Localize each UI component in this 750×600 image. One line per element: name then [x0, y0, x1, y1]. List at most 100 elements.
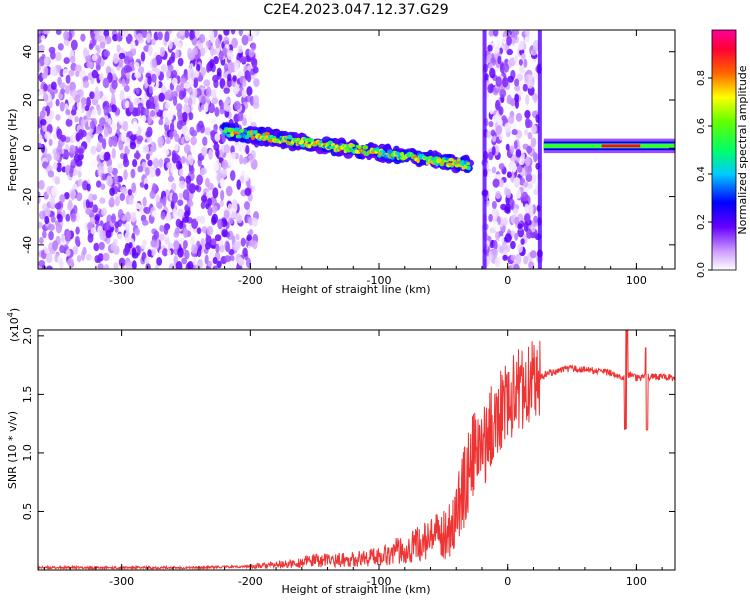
- noise-blob: [48, 230, 54, 241]
- noise-blob: [518, 59, 523, 66]
- noise-blob: [59, 245, 65, 254]
- noise-blob: [204, 127, 211, 135]
- noise-blob: [53, 161, 58, 170]
- noise-blob: [167, 111, 174, 121]
- noise-blob: [178, 168, 184, 177]
- noise-blob: [236, 179, 241, 190]
- noise-blob: [524, 203, 529, 213]
- noise-blob: [144, 183, 149, 190]
- noise-blob: [113, 262, 119, 269]
- x-tick-label: 0: [504, 575, 511, 588]
- noise-blob: [176, 41, 182, 49]
- noise-blob: [117, 209, 124, 220]
- noise-blob: [177, 208, 184, 218]
- noise-blob: [111, 135, 118, 144]
- noise-blob: [218, 244, 225, 253]
- y-tick-label: -20: [21, 188, 34, 206]
- noise-blob: [155, 101, 160, 113]
- noise-blob: [488, 30, 495, 37]
- noise-blob: [39, 118, 47, 126]
- noise-blob: [492, 178, 500, 188]
- noise-blob: [134, 71, 142, 79]
- noise-blob: [207, 182, 214, 191]
- noise-blob: [166, 68, 171, 79]
- x-tick-label: -100: [367, 575, 392, 588]
- noise-blob: [203, 79, 211, 87]
- noise-blob: [518, 40, 524, 51]
- noise-blob: [70, 109, 77, 116]
- noise-blob: [510, 162, 517, 173]
- noise-blob: [192, 256, 197, 266]
- noise-blob: [209, 250, 214, 260]
- noise-blob: [228, 248, 235, 256]
- noise-blob: [515, 149, 522, 158]
- noise-blob: [141, 219, 149, 226]
- noise-blob: [143, 206, 148, 214]
- noise-blob: [223, 209, 230, 219]
- noise-blob: [491, 200, 497, 210]
- noise-blob: [219, 177, 225, 188]
- noise-blob: [523, 255, 528, 265]
- noise-blob: [38, 179, 45, 190]
- noise-blob: [151, 38, 156, 46]
- noise-blob: [492, 36, 498, 47]
- noise-blob: [206, 225, 214, 236]
- noise-blob: [125, 33, 133, 44]
- noise-blob: [111, 79, 118, 90]
- svg-text:(x104): (x104): [6, 308, 21, 342]
- noise-blob: [508, 115, 515, 124]
- noise-blob: [212, 74, 219, 83]
- trace-core: [435, 162, 439, 167]
- snr-axes: -300 -200 -100 0 100 0.5 1.0 1.5 2.0: [21, 327, 675, 588]
- noise-blob: [78, 128, 84, 140]
- noise-blob: [221, 159, 228, 170]
- noise-blob: [86, 61, 93, 69]
- noise-blob: [85, 96, 91, 108]
- noise-blob: [147, 45, 153, 56]
- noise-blob: [519, 65, 526, 74]
- noise-blob: [171, 69, 178, 79]
- noise-blob: [124, 222, 130, 233]
- noise-blob: [90, 227, 97, 235]
- noise-blob: [525, 173, 533, 183]
- noise-blob: [57, 43, 64, 51]
- noise-blob: [60, 134, 67, 142]
- noise-blob: [186, 181, 192, 191]
- noise-blob: [228, 217, 234, 225]
- noise-blob: [207, 260, 213, 267]
- noise-blob: [196, 248, 202, 258]
- noise-blob: [246, 234, 253, 242]
- noise-blob: [137, 102, 144, 110]
- noise-blob: [247, 154, 255, 163]
- noise-blob: [59, 234, 66, 245]
- spectrogram-marks: [38, 30, 675, 269]
- noise-blob: [168, 56, 175, 64]
- noise-blob: [48, 138, 53, 146]
- noise-blob: [123, 56, 131, 65]
- noise-blob: [95, 125, 103, 135]
- noise-blob: [229, 208, 237, 219]
- noise-blob: [187, 261, 194, 269]
- noise-blob: [91, 108, 97, 118]
- noise-blob: [235, 233, 240, 241]
- noise-blob: [83, 80, 90, 89]
- noise-blob: [39, 110, 46, 119]
- noise-blob: [198, 33, 206, 44]
- noise-blob: [46, 265, 53, 269]
- noise-blob: [178, 90, 185, 100]
- noise-blob: [524, 156, 531, 167]
- noise-blob: [63, 30, 70, 41]
- snr-frame: [37, 329, 676, 571]
- noise-blob: [511, 129, 518, 136]
- noise-blob: [201, 146, 208, 157]
- noise-blob: [167, 64, 174, 71]
- noise-blob: [111, 213, 117, 224]
- noise-blob: [67, 69, 75, 77]
- noise-blob: [487, 44, 493, 52]
- noise-blob: [512, 30, 520, 36]
- noise-blob: [94, 213, 101, 222]
- noise-blob: [137, 66, 145, 74]
- x-tick-label: 0: [504, 274, 511, 287]
- noise-blob: [171, 155, 178, 163]
- noise-blob: [52, 240, 59, 251]
